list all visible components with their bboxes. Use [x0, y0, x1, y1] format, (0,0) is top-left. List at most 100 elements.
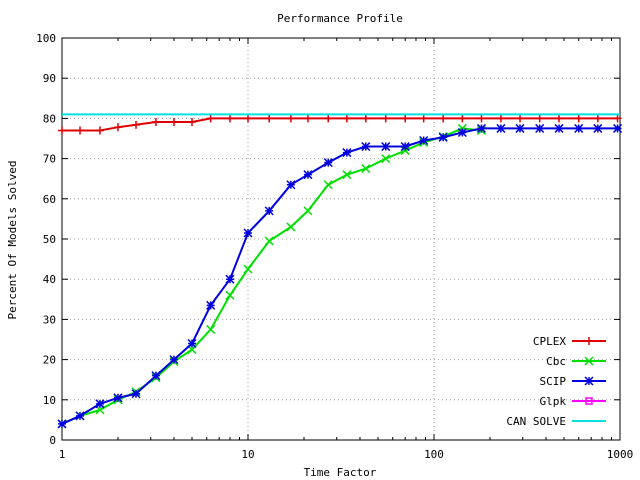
data-point [584, 356, 594, 366]
chart-title: Performance Profile [277, 12, 403, 25]
data-point [225, 114, 234, 123]
data-point [324, 114, 333, 123]
data-point [323, 158, 333, 168]
data-point [381, 114, 390, 123]
data-point [401, 114, 410, 123]
y-tick-label: 70 [43, 153, 56, 166]
data-point [439, 114, 448, 123]
data-point [419, 114, 428, 123]
x-tick-label: 100 [424, 448, 444, 461]
data-point [206, 114, 215, 123]
data-point [303, 114, 312, 123]
data-point [169, 355, 179, 365]
data-point [244, 114, 252, 123]
data-point [76, 126, 85, 135]
data-point [225, 290, 235, 300]
data-point [243, 264, 253, 274]
data-point [593, 114, 602, 123]
data-point [342, 114, 351, 123]
data-point [187, 338, 197, 349]
y-tick-label: 20 [43, 354, 56, 367]
data-point [113, 393, 123, 403]
data-point [303, 206, 313, 216]
legend-item-cplex: CPLEX [533, 335, 606, 348]
data-point [400, 142, 410, 152]
y-tick-label: 30 [43, 313, 56, 326]
data-point [476, 123, 487, 133]
data-point [243, 228, 253, 238]
data-point [75, 411, 85, 421]
data-point [286, 114, 295, 123]
data-point [206, 300, 216, 310]
data-point [95, 399, 105, 409]
data-point [457, 127, 467, 138]
legend-label: Glpk [540, 395, 567, 408]
data-point [286, 222, 296, 232]
data-point [188, 118, 197, 127]
data-point [419, 135, 429, 146]
data-point [342, 148, 352, 158]
data-point [342, 170, 352, 180]
y-tick-label: 40 [43, 273, 56, 286]
data-point [515, 123, 525, 133]
data-point [613, 114, 622, 123]
series-line-cbc [61, 127, 482, 425]
data-point [361, 142, 371, 152]
data-point [496, 114, 505, 123]
x-tick-label: 1 [59, 448, 66, 461]
legend-item-cbc: Cbc [546, 355, 606, 368]
y-axis-label: Percent Of Models Solved [6, 161, 19, 320]
x-axis-label: Time Factor [304, 466, 377, 479]
data-point [225, 274, 235, 284]
data-point [361, 114, 370, 123]
data-point [361, 164, 371, 174]
data-point [438, 132, 448, 142]
data-point [95, 126, 104, 135]
x-tick-label: 1000 [607, 448, 634, 461]
data-point [585, 337, 593, 345]
data-point [151, 371, 161, 381]
data-point [535, 114, 544, 123]
data-point [58, 126, 66, 135]
data-point [400, 146, 410, 156]
data-point [132, 120, 141, 129]
grid-lines [62, 38, 620, 440]
y-tick-label: 100 [36, 32, 56, 45]
data-point [323, 180, 333, 190]
data-point [286, 180, 296, 190]
data-point [264, 206, 274, 216]
data-point [613, 123, 623, 133]
series-cbc [57, 123, 487, 429]
legend-label: SCIP [540, 375, 567, 388]
legend-item-scip: SCIP [540, 375, 606, 388]
data-point [381, 142, 391, 152]
data-point [593, 123, 603, 133]
data-point [516, 114, 525, 123]
legend-label: CAN SOLVE [506, 415, 566, 428]
data-point [113, 123, 122, 132]
data-point [585, 397, 593, 405]
data-point [264, 236, 274, 246]
y-tick-label: 50 [43, 233, 56, 246]
data-point [574, 114, 583, 123]
x-tick-label: 10 [241, 448, 254, 461]
legend: CPLEX Cbc SCIP Glpk CAN SOLVE [506, 335, 606, 428]
data-point [496, 123, 506, 133]
data-point [206, 324, 216, 334]
data-point [303, 170, 313, 180]
legend-item-glpk: Glpk [540, 395, 606, 408]
data-point [57, 419, 67, 429]
series-line-scip [61, 127, 618, 425]
data-point [151, 118, 160, 127]
y-tick-label: 80 [43, 112, 56, 125]
data-point [535, 123, 545, 133]
data-point [458, 114, 467, 123]
data-point [574, 123, 584, 133]
y-tick-label: 0 [49, 434, 56, 447]
plot-frame [61, 37, 621, 441]
data-point [169, 118, 178, 127]
data-point [131, 389, 141, 399]
data-point [555, 114, 564, 123]
